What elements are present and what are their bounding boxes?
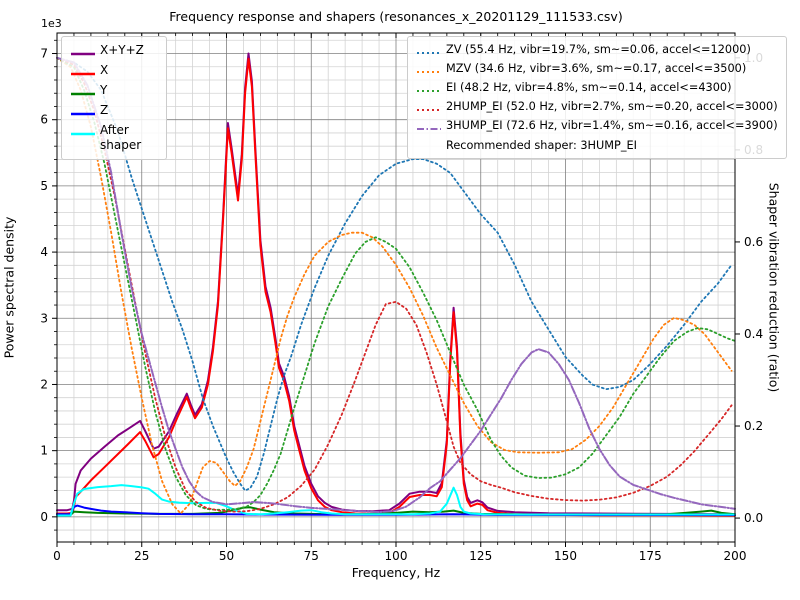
legend-key-line [71,112,95,116]
y-right-tick-label: 0.0 [744,511,763,525]
legend-label: ZV (55.4 Hz, vibr=19.7%, sm~=0.06, accel… [446,43,751,56]
series-z [56,504,736,516]
legend-item: MZV (34.6 Hz, vibr=3.6%, sm~=0.17, accel… [416,62,778,80]
x-axis-label: Frequency, Hz [351,565,441,580]
legend-key-line [417,109,441,112]
legend-item: ZV (55.4 Hz, vibr=19.7%, sm~=0.06, accel… [416,43,778,61]
legend-item: X+Y+Z [70,43,158,62]
legend-label: After shaper [100,123,142,152]
legend-key-line [417,128,441,131]
series-3hump-ei [56,56,736,514]
legend-label: Z [100,103,109,117]
legend-key [70,43,100,62]
series-zv [56,57,733,492]
y-left-tick-label: 5 [40,179,48,193]
x-tick-label: 75 [304,549,319,563]
x-tick-label: 200 [724,549,747,563]
legend-label: EI (48.2 Hz, vibr=4.8%, sm~=0.14, accel<… [446,81,732,95]
legend-key-line [71,92,95,96]
y-left-tick-label: 4 [40,245,48,259]
legend-key [416,81,446,99]
legend-label: 2HUMP_EI (52.0 Hz, vibr=2.7%, sm~=0.20, … [446,100,778,114]
legend-item: Z [70,103,158,122]
legend-label: X+Y+Z [100,43,144,57]
legend-label: X [100,63,109,77]
series-mzv [56,57,733,515]
series-x [56,57,736,517]
x-tick-label: 175 [639,549,662,563]
y-right-tick-label: 0.2 [744,419,763,433]
y-left-tick-label: 0 [40,510,48,524]
legend-key-line [417,52,441,54]
legend-recommended-note: Recommended shaper: 3HUMP_EI [446,138,637,152]
y-right-tick-label: 0.4 [744,327,763,341]
legend-source-curves: X+Y+Z X Y Z After shaper [61,36,167,160]
y-left-tick-label: 3 [40,311,48,325]
series-2hump-ei [56,57,733,513]
legend-shapers: ZV (55.4 Hz, vibr=19.7%, sm~=0.06, accel… [407,36,787,159]
legend-item: Y [70,83,158,102]
legend-item: 2HUMP_EI (52.0 Hz, vibr=2.7%, sm~=0.20, … [416,100,778,118]
legend-key [70,63,100,82]
legend-key [416,43,446,61]
legend-key [416,100,446,118]
chart-title: Frequency response and shapers (resonanc… [169,9,623,24]
series-ei [56,57,736,511]
y-axis-left-label: Power spectral density [1,216,17,359]
legend-key [70,83,100,102]
y-left-tick-label: 1 [40,444,48,458]
y-left-tick-label: 6 [40,113,48,127]
legend-item: X [70,63,158,82]
x-tick-label: 100 [385,549,408,563]
legend-key-line [417,71,441,74]
x-tick-label: 50 [219,549,234,563]
legend-item: EI (48.2 Hz, vibr=4.8%, sm~=0.14, accel<… [416,81,778,99]
legend-key [416,62,446,80]
legend-label: MZV (34.6 Hz, vibr=3.6%, sm~=0.17, accel… [446,62,747,76]
legend-item: After shaper [70,123,158,153]
legend-key [70,103,100,122]
y-left-tick-label: 2 [40,377,48,391]
legend-key [416,119,446,137]
series-after-shaper [56,484,736,517]
y-left-tick-label: 7 [40,47,48,61]
x-tick-label: 125 [469,549,492,563]
y-axis-right-label: Shaper vibration reduction (ratio) [766,182,782,393]
x-tick-label: 0 [53,549,61,563]
x-tick-label: 150 [554,549,577,563]
y-right-tick-label: 0.6 [744,235,763,249]
legend-label: Y [100,83,108,97]
legend-key-line [71,132,95,136]
legend-label: 3HUMP_EI (72.6 Hz, vibr=1.4%, sm~=0.16, … [446,119,778,133]
legend-key-line [417,90,441,93]
x-tick-label: 25 [134,549,149,563]
y-left-offset-text: 1e3 [41,17,62,30]
legend-key [70,123,100,142]
legend-key-line [71,72,95,76]
legend-item: 3HUMP_EI (72.6 Hz, vibr=1.4%, sm~=0.16, … [416,119,778,137]
legend-key-line [71,52,95,56]
